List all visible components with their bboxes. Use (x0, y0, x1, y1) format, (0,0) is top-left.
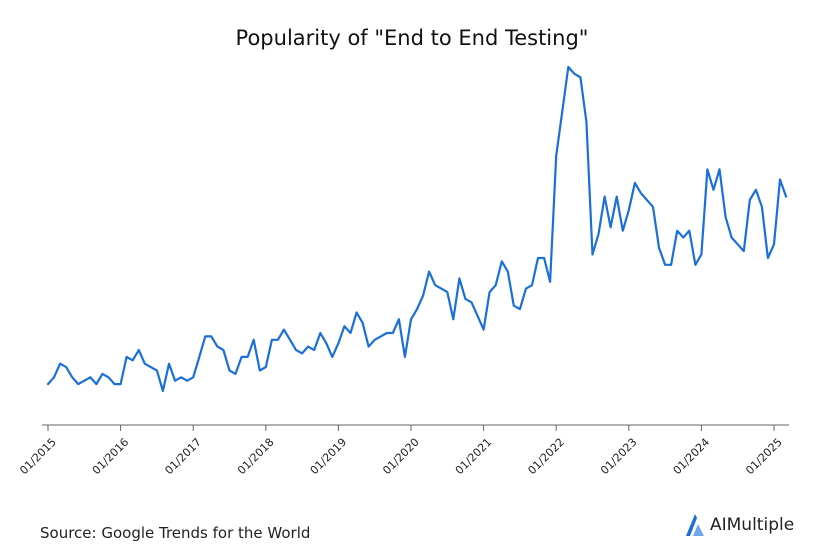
x-tick-label: 01/2018 (235, 436, 277, 478)
x-tick-label: 01/2023 (598, 436, 640, 478)
chart-title: Popularity of "End to End Testing" (235, 26, 589, 50)
x-axis-ticks (47, 425, 775, 431)
x-tick-label: 01/2016 (90, 436, 132, 478)
series-line (46, 65, 788, 392)
brand-logo: AIMultiple (684, 512, 794, 538)
x-axis-tick-labels: 01/2015 01/2016 01/2017 01/2018 01/2019 01/20… (17, 436, 785, 478)
x-tick-label: 01/2022 (525, 436, 567, 478)
brand-name: AIMultiple (710, 515, 795, 535)
x-tick-label: 01/2024 (671, 436, 713, 478)
x-tick-label: 01/2025 (743, 436, 785, 478)
x-tick-label: 01/2015 (17, 436, 59, 478)
x-tick-label: 01/2021 (453, 436, 495, 478)
source-note: Source: Google Trends for the World (40, 524, 311, 542)
x-tick-label: 01/2020 (380, 436, 422, 478)
x-tick-label: 01/2017 (162, 436, 204, 478)
x-tick-label: 01/2019 (308, 436, 350, 478)
aimultiple-logo-icon (686, 514, 704, 536)
